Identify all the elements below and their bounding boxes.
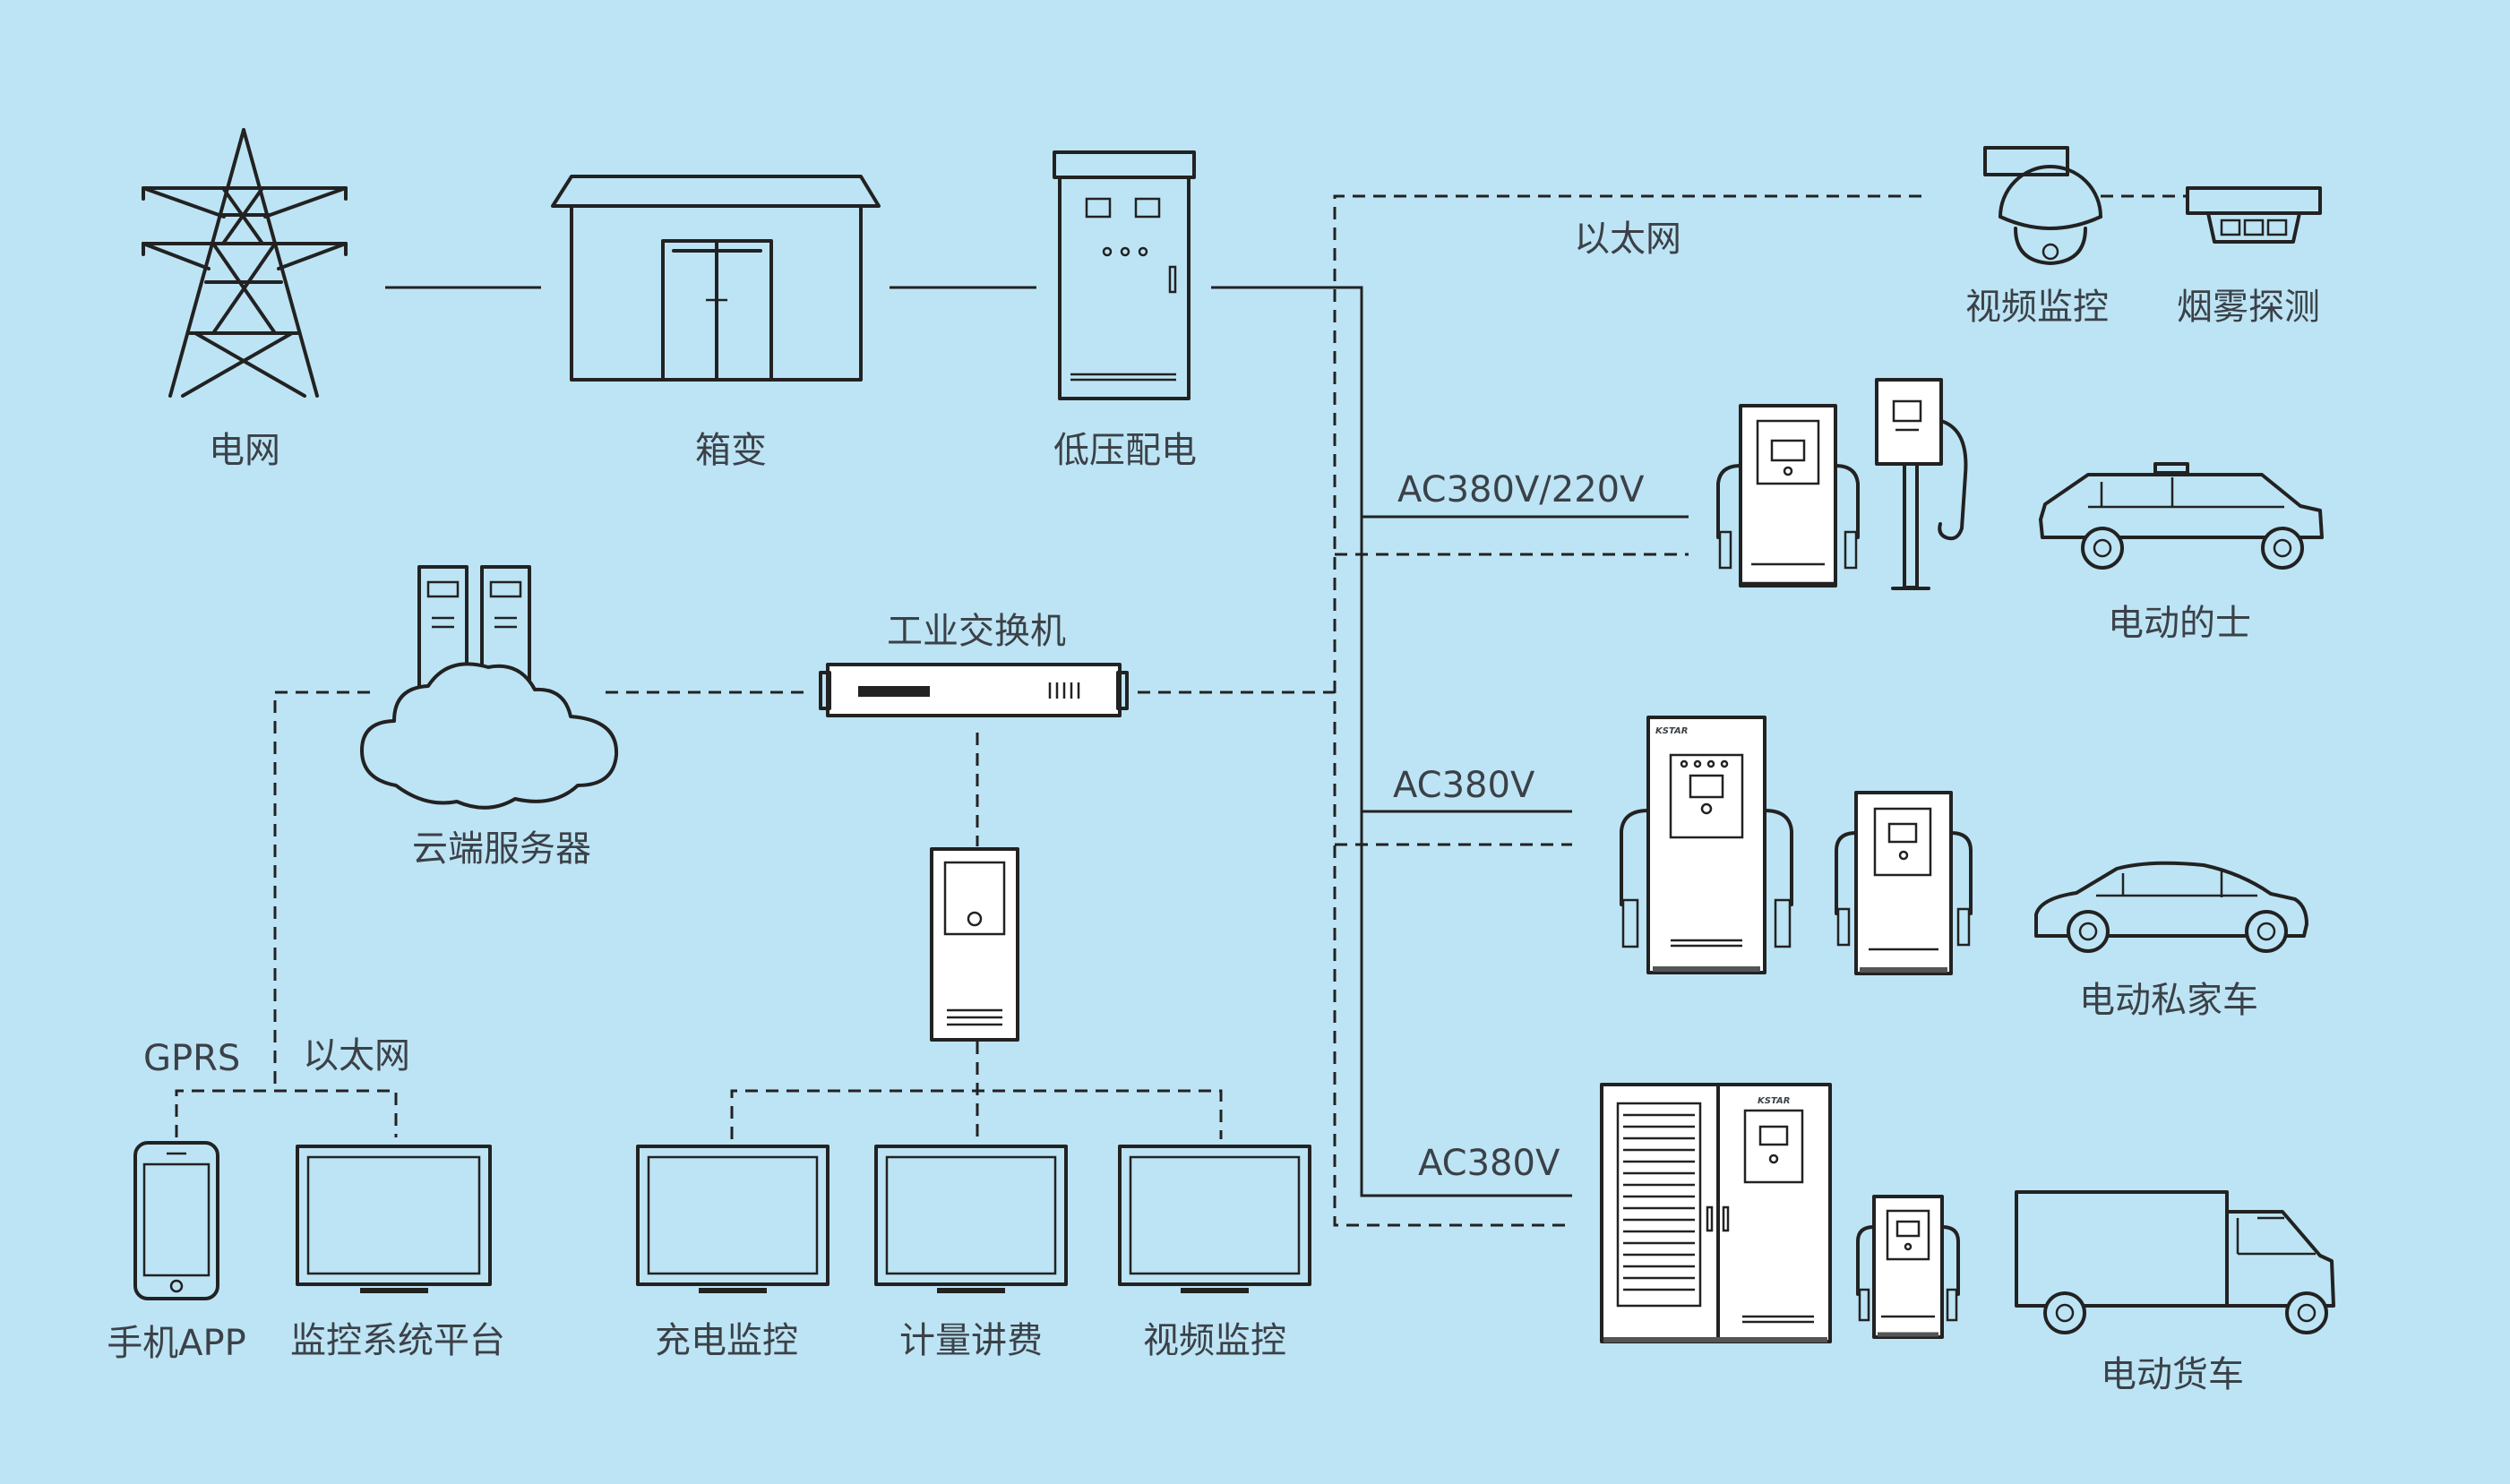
power-cabinet-icon: KSTAR [1600, 1083, 1832, 1343]
monitor-icon [874, 1145, 1068, 1293]
private-car-icon [2034, 861, 2308, 953]
controller-split-dashed [730, 1089, 1223, 1139]
gprs-split-dashed [175, 1089, 398, 1137]
power-bus-line [1211, 286, 1572, 1197]
charger-large-icon: KSTAR [1620, 716, 1793, 974]
label-cloud-server: 云端服务器 [412, 828, 591, 870]
label-mobile-app: 手机APP [107, 1323, 246, 1364]
truck-icon [2015, 1190, 2335, 1334]
industrial-switch-icon [819, 663, 1129, 717]
cloud-down-dashed [273, 691, 370, 1091]
smoke-detector-icon [2186, 186, 2322, 244]
cabinet-vent-lines [1623, 1113, 1695, 1291]
label-ac380-mid: AC380V [1393, 765, 1535, 806]
label-electric-private-car: 电动私家车 [2079, 980, 2258, 1021]
charger-dual-icon [1716, 404, 1860, 588]
labels: 电网 箱变 低压配电 以太网 视频监控 烟雾探测 AC380V/220V 电动的… [107, 219, 2320, 1395]
label-ac380-bottom: AC380V [1418, 1143, 1560, 1184]
label-ethernet-bottom: 以太网 [303, 1035, 410, 1077]
brand-text: KSTAR [1758, 1096, 1790, 1106]
distribution-cabinet-icon [1053, 150, 1196, 400]
label-electric-taxi: 电动的士 [2108, 603, 2251, 644]
label-ethernet-top: 以太网 [1574, 219, 1681, 260]
taxi-icon [2039, 462, 2324, 570]
monitor-icon [1118, 1145, 1311, 1293]
label-monitoring-platform: 监控系统平台 [290, 1320, 505, 1361]
label-video-surveillance-bottom: 视频监控 [1143, 1320, 1286, 1361]
brand-text: KSTAR [1655, 726, 1688, 736]
controller-cabinet-icon [930, 847, 1019, 1042]
label-metering-billing: 计量讲费 [899, 1320, 1043, 1361]
server-cloud-icon [360, 565, 619, 810]
label-video-surveillance-top: 视频监控 [1965, 287, 2109, 328]
monitor-icon [636, 1145, 830, 1293]
charger-medium-icon [1835, 791, 1973, 975]
charger-small-icon [1856, 1195, 1960, 1339]
label-charging-monitor: 充电监控 [655, 1320, 798, 1361]
connection-lines [175, 194, 2186, 1227]
label-low-voltage-distribution: 低压配电 [1053, 430, 1197, 471]
label-box-transformer: 箱变 [695, 430, 767, 471]
label-electric-truck: 电动货车 [2101, 1354, 2244, 1395]
surveillance-camera-icon [1983, 146, 2102, 265]
box-transformer-house-icon [551, 175, 881, 382]
label-smoke-detection: 烟雾探测 [2177, 287, 2320, 328]
label-ac380-220: AC380V/220V [1397, 469, 1645, 510]
label-grid: 电网 [209, 430, 280, 471]
label-gprs: GPRS [143, 1038, 240, 1079]
transmission-tower-icon [142, 128, 348, 398]
charging-post-icon [1875, 378, 1968, 590]
smartphone-icon [133, 1141, 219, 1300]
monitor-icon [296, 1145, 492, 1293]
label-industrial-switch: 工业交换机 [887, 611, 1066, 652]
ethernet-bus-dashed [1333, 194, 1921, 1227]
